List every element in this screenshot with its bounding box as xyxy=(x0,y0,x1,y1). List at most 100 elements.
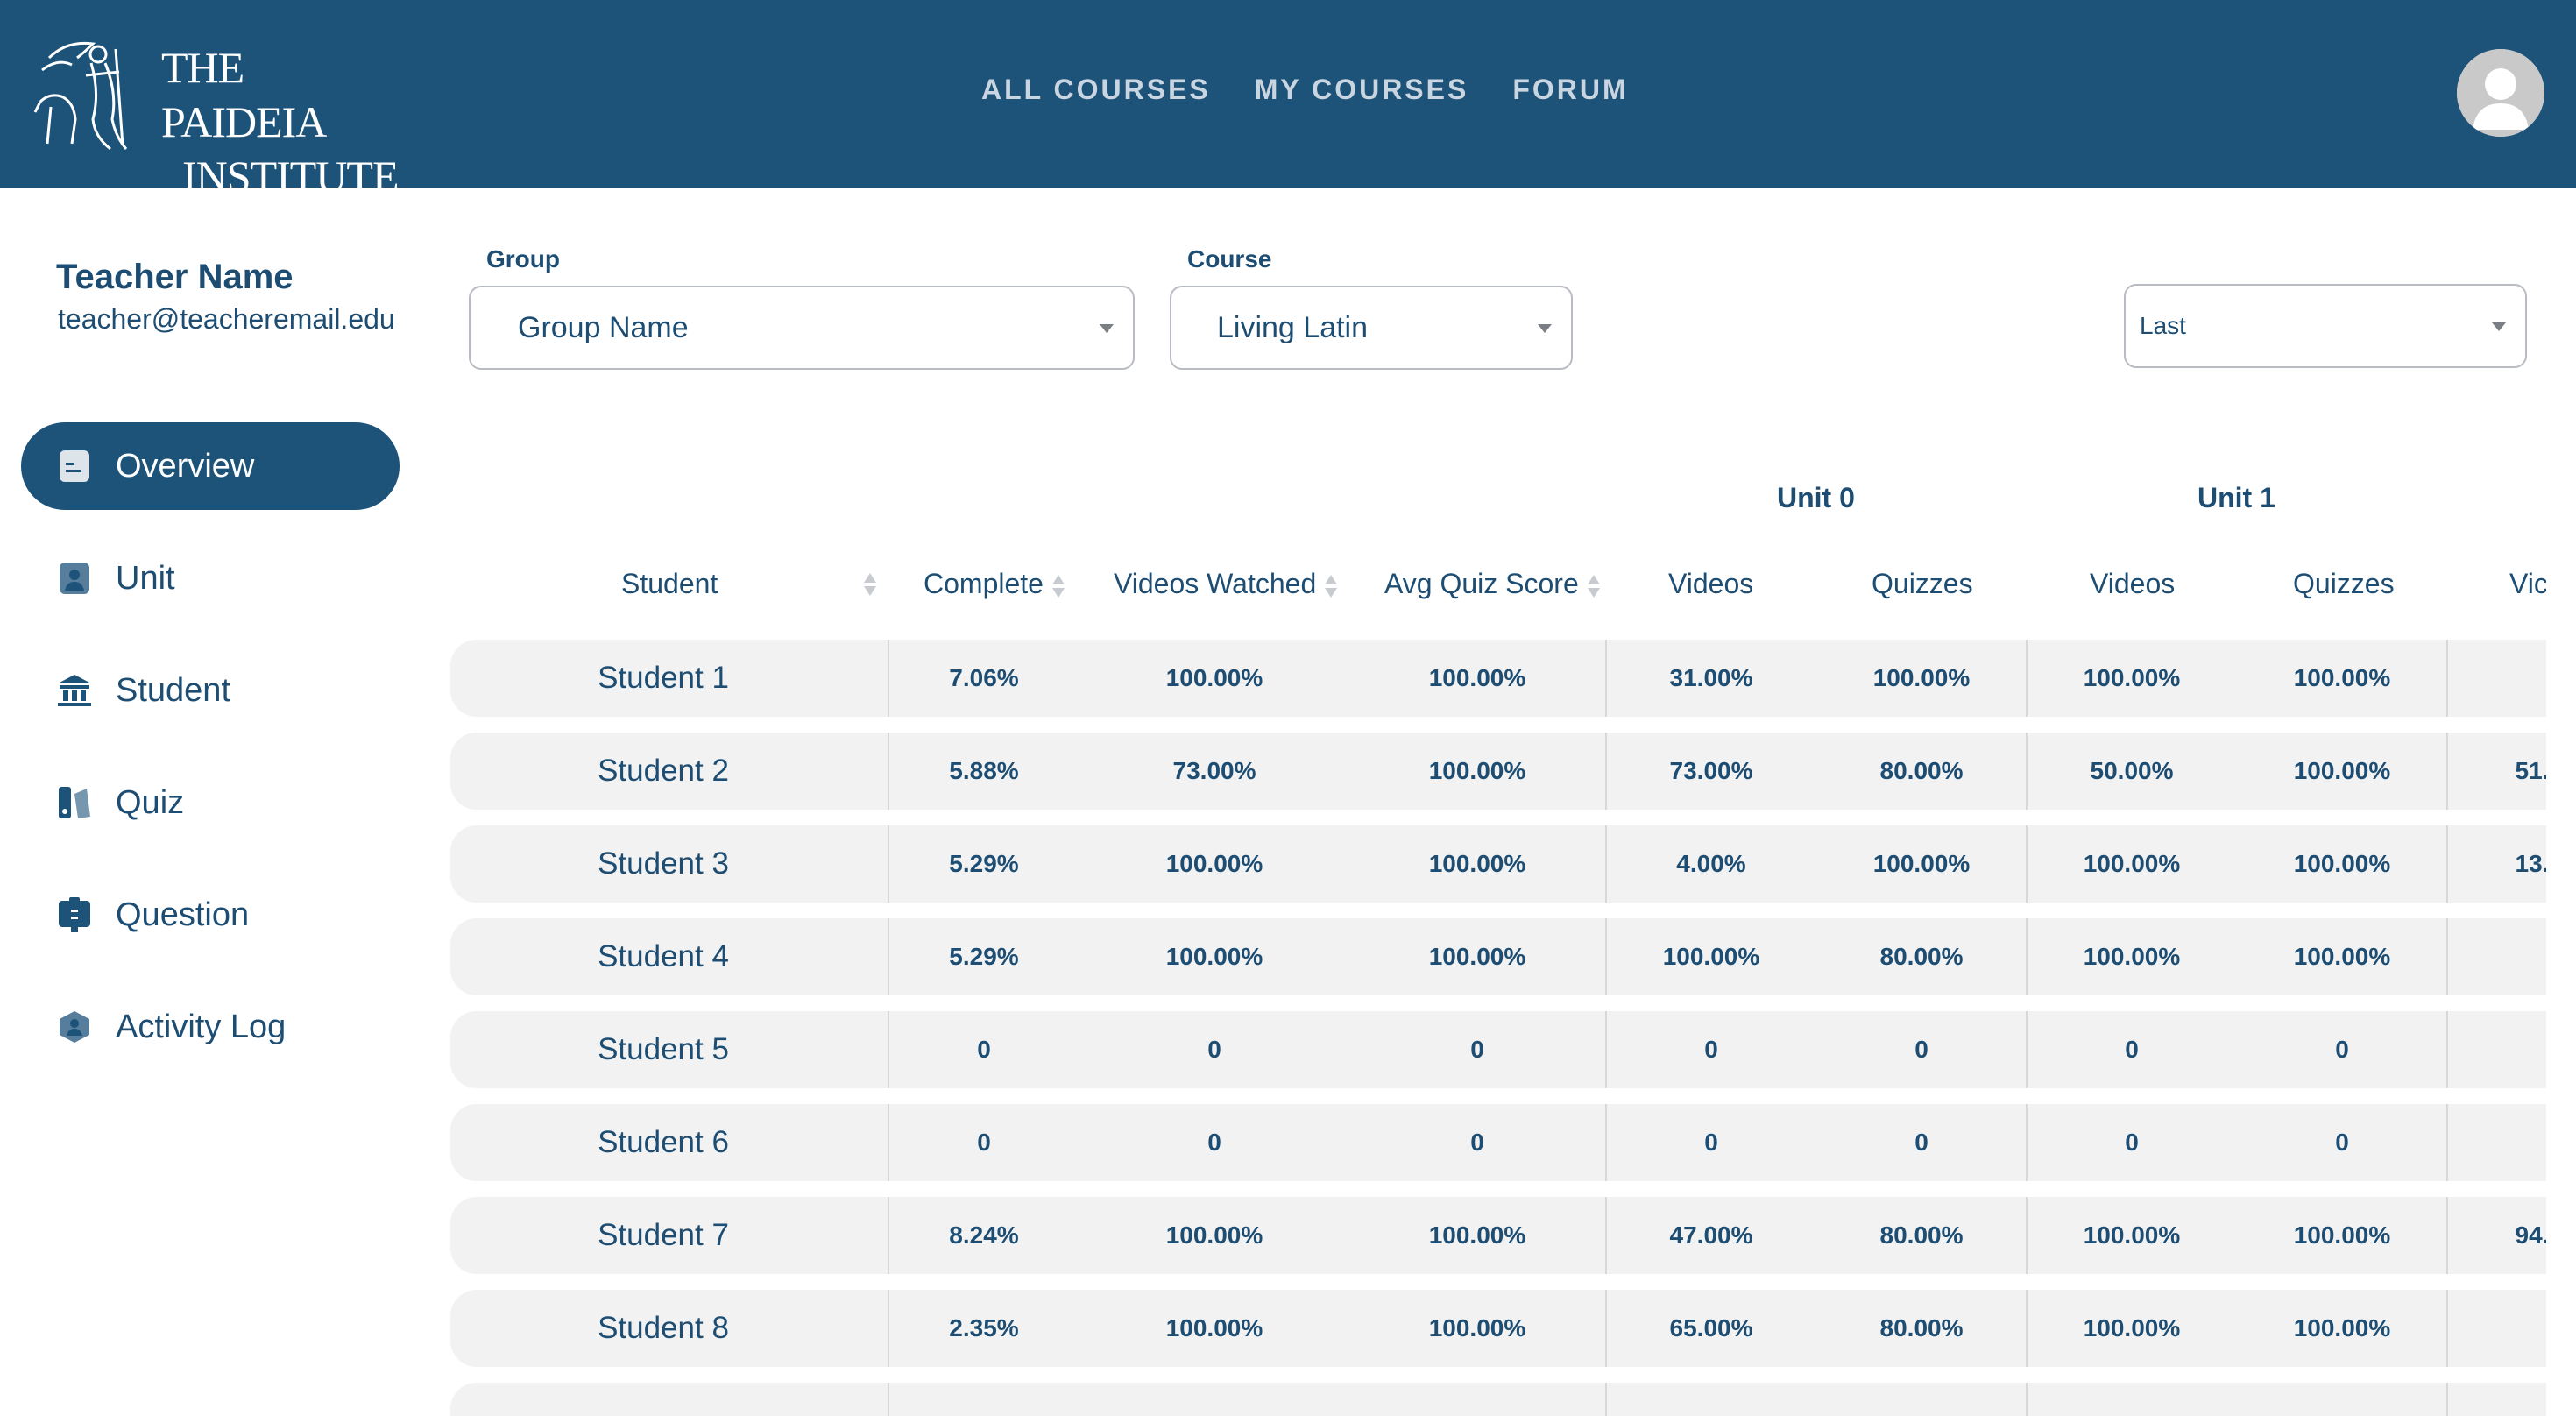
nav-forum[interactable]: FORUM xyxy=(1512,74,1629,105)
table-row[interactable]: Student 5 0 0 0 0 0 0 0 xyxy=(450,1011,2546,1088)
table-cell: 80.00% xyxy=(1879,1221,1964,1249)
group-select[interactable]: Group Name xyxy=(469,286,1135,370)
table-cell: 0 xyxy=(2125,1129,2139,1156)
nav-all-courses[interactable]: ALL COURSES xyxy=(981,74,1211,105)
top-navigation-bar: THE PAIDEIA INSTITUTE ALL COURSES MY COU… xyxy=(0,0,2576,201)
chevron-down-icon xyxy=(1538,324,1552,333)
sidebar-item-question[interactable]: Question xyxy=(21,871,400,959)
sidebar-item-activity-log[interactable]: Activity Log xyxy=(21,983,400,1071)
sidebar-item-overview[interactable]: Overview xyxy=(21,422,400,510)
user-avatar[interactable] xyxy=(2457,49,2544,137)
student-name-cell[interactable]: Student 4 xyxy=(598,939,729,974)
sidebar-item-unit[interactable]: Unit xyxy=(21,535,400,622)
column-divider xyxy=(2446,640,2448,717)
column-header-label: Videos xyxy=(1668,568,1754,599)
brand-name: THE PAIDEIA INSTITUTE xyxy=(161,40,408,203)
column-divider xyxy=(888,1104,889,1181)
table-cell: 100.00% xyxy=(1428,1314,1526,1342)
table-row[interactable]: Student 4 5.29% 100.00% 100.00% 100.00% 80.00… xyxy=(450,918,2546,995)
column-header-label: Videos xyxy=(2090,568,2176,599)
column-divider xyxy=(888,1290,889,1367)
column-header-videos-watched[interactable]: Videos Watched xyxy=(1114,568,1338,600)
table-cell: 4.00% xyxy=(1676,850,1746,877)
column-header-label: Avg Quiz Score xyxy=(1384,568,1579,599)
student-name-cell[interactable]: Student 2 xyxy=(598,754,729,788)
student-name-cell[interactable]: Student 6 xyxy=(598,1125,729,1159)
table-cell: 100.00% xyxy=(2293,943,2391,970)
sort-icon xyxy=(1051,573,1065,599)
user-silhouette-icon xyxy=(2457,49,2544,137)
student-name-cell[interactable]: Student 8 xyxy=(598,1311,729,1345)
sidebar-item-student[interactable]: Student xyxy=(21,647,400,734)
main-nav: ALL COURSES MY COURSES FORUM xyxy=(981,74,1629,106)
column-divider xyxy=(2026,825,2028,903)
column-header-complete[interactable]: Complete xyxy=(924,568,1065,600)
table-row[interactable]: Student 1 7.06% 100.00% 100.00% 31.00% 100.00… xyxy=(450,640,2546,717)
sort-select[interactable]: Last xyxy=(2124,284,2527,368)
column-divider xyxy=(2446,733,2448,810)
column-divider xyxy=(2026,918,2028,995)
sort-icon xyxy=(1325,573,1338,599)
table-cell: 0 xyxy=(1704,1036,1718,1063)
column-divider xyxy=(1605,825,1607,903)
column-divider xyxy=(888,733,889,810)
table-row[interactable]: Student 8 2.35% 100.00% 100.00% 65.00% 80.00%… xyxy=(450,1290,2546,1367)
column-header-unit1-quizzes: Quizzes xyxy=(2293,568,2395,600)
student-name-cell[interactable]: Student 7 xyxy=(598,1218,729,1252)
table-cell xyxy=(2445,1104,2546,1181)
sort-icon[interactable] xyxy=(864,571,876,598)
paideia-logo[interactable]: THE PAIDEIA INSTITUTE xyxy=(32,32,408,201)
table-cell: 5.88% xyxy=(949,757,1019,784)
column-divider xyxy=(2026,1383,2028,1416)
column-divider xyxy=(2446,825,2448,903)
athena-figure-icon xyxy=(33,41,128,151)
table-cell xyxy=(2445,918,2546,995)
table-cell: 80.00% xyxy=(1879,757,1964,784)
table-cell xyxy=(2445,640,2546,717)
table-cell: 0 xyxy=(1470,1036,1484,1063)
column-header-label: Videos Watched xyxy=(1114,568,1317,599)
column-divider xyxy=(2026,1011,2028,1088)
table-row[interactable]: Student 7 8.24% 100.00% 100.00% 47.00% 80.00%… xyxy=(450,1197,2546,1274)
overview-icon xyxy=(56,448,93,485)
table-cell: 100.00% xyxy=(1165,1221,1263,1249)
column-divider xyxy=(888,825,889,903)
table-cell: 0 xyxy=(1470,1129,1484,1156)
student-name-cell[interactable]: Student 5 xyxy=(598,1032,729,1066)
column-divider xyxy=(888,640,889,717)
column-divider xyxy=(2026,1197,2028,1274)
student-name-cell[interactable]: Student 3 xyxy=(598,846,729,881)
table-cell: 100.00% xyxy=(2293,664,2391,691)
column-divider xyxy=(2446,1197,2448,1274)
sidebar-item-label: Question xyxy=(116,896,250,933)
column-divider xyxy=(2026,1104,2028,1181)
table-cell: 100.00% xyxy=(1872,664,1971,691)
student-name-cell[interactable]: Student 1 xyxy=(598,661,729,695)
table-cell: 73.00% xyxy=(1669,757,1753,784)
course-select[interactable]: Living Latin xyxy=(1170,286,1573,370)
table-cell xyxy=(2445,1011,2546,1088)
student-table: Student 1 7.06% 100.00% 100.00% 31.00% 100.00… xyxy=(450,640,2546,1416)
nav-my-courses[interactable]: MY COURSES xyxy=(1254,74,1469,105)
sort-select-value: Last xyxy=(2140,312,2186,339)
column-header-student[interactable]: Student xyxy=(621,568,718,600)
column-header-unit0-videos: Videos xyxy=(1668,568,1753,600)
sidebar-item-quiz[interactable]: Quiz xyxy=(21,759,400,846)
column-divider xyxy=(2446,1290,2448,1367)
table-row[interactable]: Student 3 5.29% 100.00% 100.00% 4.00% 100.00%… xyxy=(450,825,2546,903)
course-select-value: Living Latin xyxy=(1217,310,1369,344)
table-cell: 0 xyxy=(1914,1129,1928,1156)
table-cell: 100.00% xyxy=(1428,664,1526,691)
table-cell: 100.00% xyxy=(1428,943,1526,970)
table-cell: 100.00% xyxy=(1428,850,1526,877)
sort-icon xyxy=(1587,573,1600,599)
table-row[interactable]: Student 6 0 0 0 0 0 0 0 xyxy=(450,1104,2546,1181)
column-header-unit2-videos: Vic xyxy=(2509,568,2546,600)
column-header-avg-quiz-score[interactable]: Avg Quiz Score xyxy=(1384,568,1600,600)
column-divider xyxy=(2446,1011,2448,1088)
table-cell: 0 xyxy=(1914,1036,1928,1063)
table-cell: 51. xyxy=(2515,757,2546,784)
table-row[interactable]: Student 2 5.88% 73.00% 100.00% 73.00% 80.00% 5… xyxy=(450,733,2546,810)
sidebar-item-label: Overview xyxy=(116,447,255,485)
table-row[interactable] xyxy=(450,1383,2546,1416)
